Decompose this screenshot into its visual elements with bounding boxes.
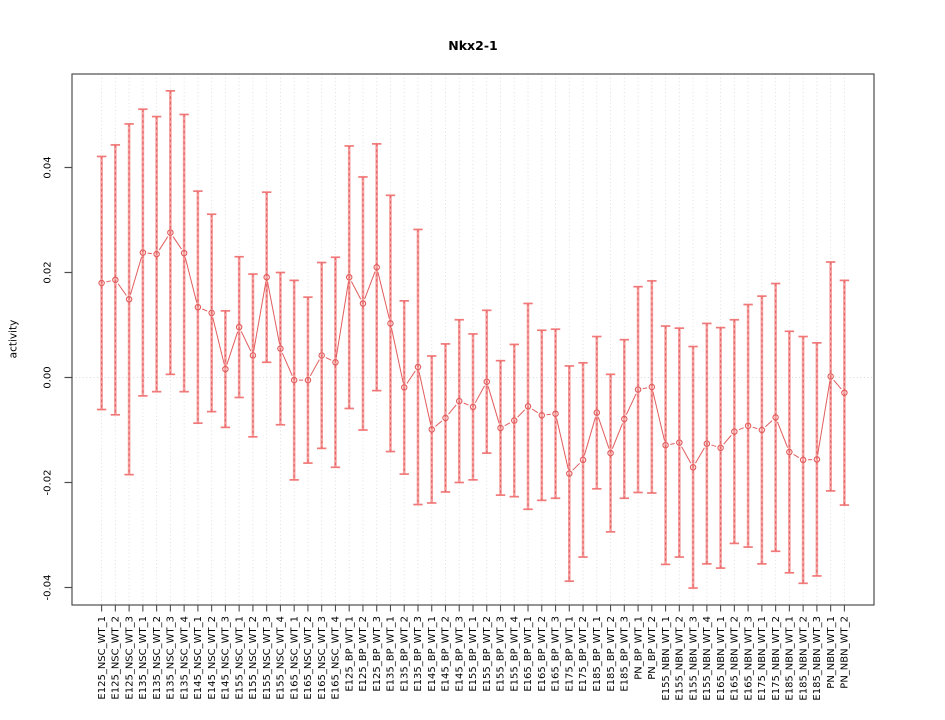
svg-text:0.02: 0.02 bbox=[43, 261, 54, 283]
svg-text:E185_BP_WT_1: E185_BP_WT_1 bbox=[592, 616, 603, 692]
svg-text:E165_NSC_WT_2: E165_NSC_WT_2 bbox=[303, 616, 314, 700]
svg-text:E165_NSC_WT_3: E165_NSC_WT_3 bbox=[317, 616, 328, 700]
svg-text:PN_BP_WT_2: PN_BP_WT_2 bbox=[647, 616, 658, 680]
svg-text:E125_BP_WT_2: E125_BP_WT_2 bbox=[358, 616, 369, 692]
svg-text:E165_NSC_WT_4: E165_NSC_WT_4 bbox=[331, 616, 342, 700]
svg-text:E155_NSC_WT_2: E155_NSC_WT_2 bbox=[248, 616, 259, 700]
svg-text:E165_BP_WT_1: E165_BP_WT_1 bbox=[523, 616, 534, 692]
svg-text:E155_NBN_WT_3: E155_NBN_WT_3 bbox=[688, 616, 699, 701]
svg-text:-0.04: -0.04 bbox=[43, 575, 54, 601]
svg-text:E155_NBN_WT_1: E155_NBN_WT_1 bbox=[661, 616, 672, 701]
svg-text:E185_NBN_WT_3: E185_NBN_WT_3 bbox=[812, 616, 823, 701]
svg-text:E135_BP_WT_2: E135_BP_WT_2 bbox=[399, 616, 410, 692]
svg-text:E125_NSC_WT_1: E125_NSC_WT_1 bbox=[97, 616, 108, 700]
svg-text:E145_NSC_WT_1: E145_NSC_WT_1 bbox=[193, 616, 204, 700]
svg-text:E155_NSC_WT_4: E155_NSC_WT_4 bbox=[276, 616, 287, 700]
svg-text:E155_BP_WT_4: E155_BP_WT_4 bbox=[509, 616, 520, 692]
svg-text:E155_NBN_WT_4: E155_NBN_WT_4 bbox=[702, 616, 713, 701]
svg-text:E165_NSC_WT_1: E165_NSC_WT_1 bbox=[289, 616, 300, 700]
svg-text:E155_NSC_WT_1: E155_NSC_WT_1 bbox=[234, 616, 245, 700]
svg-text:E165_NBN_WT_3: E165_NBN_WT_3 bbox=[743, 616, 754, 701]
svg-text:0.04: 0.04 bbox=[43, 156, 54, 178]
svg-text:E155_BP_WT_1: E155_BP_WT_1 bbox=[468, 616, 479, 692]
svg-text:E165_BP_WT_3: E165_BP_WT_3 bbox=[551, 616, 562, 692]
svg-text:PN_BP_WT_1: PN_BP_WT_1 bbox=[633, 616, 644, 680]
series-line bbox=[106, 236, 842, 471]
svg-text:E185_BP_WT_2: E185_BP_WT_2 bbox=[606, 616, 617, 692]
svg-text:E135_NSC_WT_1: E135_NSC_WT_1 bbox=[138, 616, 149, 700]
svg-text:E135_NSC_WT_4: E135_NSC_WT_4 bbox=[179, 616, 190, 700]
x-axis-ticks bbox=[101, 605, 845, 612]
y-axis-tick-labels: -0.04 -0.02 0.00 0.02 0.04 bbox=[43, 156, 54, 600]
svg-text:E165_BP_WT_2: E165_BP_WT_2 bbox=[537, 616, 548, 692]
svg-text:E155_BP_WT_2: E155_BP_WT_2 bbox=[482, 616, 493, 692]
svg-text:E165_NBN_WT_1: E165_NBN_WT_1 bbox=[716, 616, 727, 701]
svg-text:E135_NSC_WT_3: E135_NSC_WT_3 bbox=[166, 616, 177, 700]
svg-text:0.00: 0.00 bbox=[43, 366, 54, 388]
svg-text:E175_NBN_WT_2: E175_NBN_WT_2 bbox=[771, 616, 782, 701]
y-axis-ticks bbox=[64, 166, 72, 589]
svg-text:E175_BP_WT_1: E175_BP_WT_1 bbox=[564, 616, 575, 692]
x-axis-tick-labels: E125_NSC_WT_1 E125_NSC_WT_2 E125_NSC_WT_3 E… bbox=[97, 616, 851, 701]
data-points bbox=[98, 229, 848, 477]
svg-text:E145_BP_WT_1: E145_BP_WT_1 bbox=[427, 616, 438, 692]
svg-text:E145_BP_WT_3: E145_BP_WT_3 bbox=[454, 616, 465, 692]
svg-text:PN_NBN_WT_2: PN_NBN_WT_2 bbox=[840, 616, 851, 689]
svg-text:E145_NSC_WT_3: E145_NSC_WT_3 bbox=[221, 616, 232, 700]
svg-text:PN_NBN_WT_1: PN_NBN_WT_1 bbox=[826, 616, 837, 689]
svg-text:E125_NSC_WT_3: E125_NSC_WT_3 bbox=[124, 616, 135, 700]
svg-text:E135_BP_WT_3: E135_BP_WT_3 bbox=[413, 616, 424, 692]
svg-text:E185_BP_WT_3: E185_BP_WT_3 bbox=[620, 616, 631, 692]
plot-title: Nkx2-1 bbox=[448, 38, 498, 53]
svg-text:E145_NSC_WT_2: E145_NSC_WT_2 bbox=[207, 616, 218, 700]
svg-text:-0.02: -0.02 bbox=[43, 470, 54, 496]
svg-text:E125_BP_WT_1: E125_BP_WT_1 bbox=[344, 616, 355, 692]
svg-text:E175_NBN_WT_1: E175_NBN_WT_1 bbox=[757, 616, 768, 701]
svg-text:E185_NBN_WT_1: E185_NBN_WT_1 bbox=[785, 616, 796, 701]
svg-text:E155_BP_WT_3: E155_BP_WT_3 bbox=[496, 616, 507, 692]
svg-text:E135_BP_WT_1: E135_BP_WT_1 bbox=[386, 616, 397, 692]
svg-text:E125_BP_WT_3: E125_BP_WT_3 bbox=[372, 616, 383, 692]
svg-text:E135_NSC_WT_2: E135_NSC_WT_2 bbox=[152, 616, 163, 700]
svg-text:E185_NBN_WT_2: E185_NBN_WT_2 bbox=[798, 616, 809, 701]
error-bars bbox=[96, 89, 850, 589]
svg-text:E165_NBN_WT_2: E165_NBN_WT_2 bbox=[730, 616, 741, 701]
svg-text:E145_BP_WT_2: E145_BP_WT_2 bbox=[441, 616, 452, 692]
svg-text:E155_NBN_WT_2: E155_NBN_WT_2 bbox=[675, 616, 686, 701]
svg-text:E155_NSC_WT_3: E155_NSC_WT_3 bbox=[262, 616, 273, 700]
svg-text:E125_NSC_WT_2: E125_NSC_WT_2 bbox=[111, 616, 122, 700]
svg-text:E175_BP_WT_2: E175_BP_WT_2 bbox=[578, 616, 589, 692]
